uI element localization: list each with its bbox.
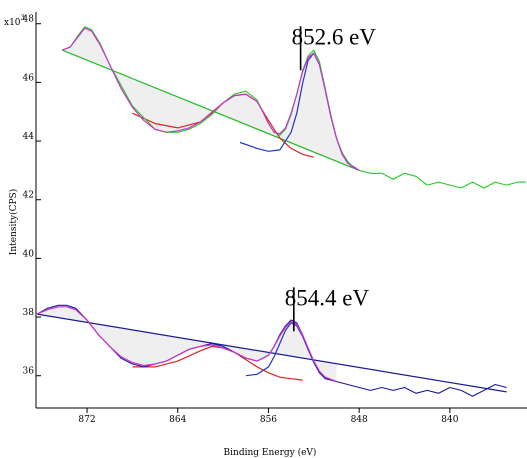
- spectrum-1-envelope-fill: [62, 28, 360, 171]
- x-axis-title: Binding Energy (eV): [224, 447, 317, 458]
- spectrum-2-background-line: [37, 313, 507, 393]
- y-tick-label-38: 38: [23, 308, 35, 318]
- peak-annotation-1: 852.6 eV: [292, 24, 377, 49]
- y-tick-label-36: 36: [23, 367, 35, 377]
- x-tick-label-864: 864: [169, 415, 186, 425]
- y-multiplier-base: x10: [4, 18, 21, 28]
- x-tick-label-840: 840: [441, 415, 458, 425]
- spectrum-2-fit-line: [36, 306, 337, 383]
- y-tick-label-46: 46: [23, 73, 35, 83]
- spectrum-2-envelope-fill: [37, 306, 337, 382]
- y-axis-title: Intensity(CPS): [8, 189, 19, 255]
- x-tick-label-856: 856: [260, 415, 277, 425]
- x-tick-label-872: 872: [78, 415, 95, 425]
- spectrum-1-fit-line: [61, 27, 360, 171]
- x-tick-label-848: 848: [351, 415, 368, 425]
- y-tick-label-44: 44: [23, 132, 35, 142]
- y-tick-label-40: 40: [23, 249, 35, 259]
- spectrum-2-raw-line: [36, 304, 507, 397]
- peak-annotation-2: 854.4 eV: [285, 285, 370, 310]
- y-tick-label-42: 42: [23, 191, 34, 201]
- y-multiplier-exp: 3: [21, 14, 25, 22]
- y-tick-label-48: 48: [23, 15, 35, 25]
- y-multiplier-label: x103: [4, 14, 25, 28]
